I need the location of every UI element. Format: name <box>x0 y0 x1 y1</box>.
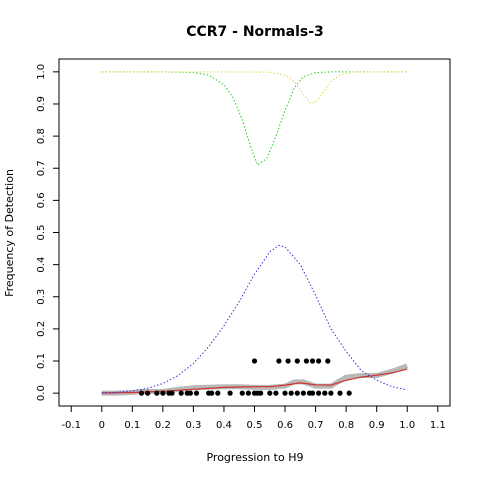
x-tick-label: 0.1 <box>124 420 140 431</box>
x-tick-label: 0.6 <box>277 420 293 431</box>
data-point <box>282 390 288 396</box>
data-point <box>325 358 331 364</box>
y-tick-label: 0.7 <box>36 160 47 176</box>
data-point <box>316 358 322 364</box>
data-point <box>337 390 343 396</box>
data-point <box>245 390 251 396</box>
data-point <box>227 390 233 396</box>
x-tick-label: 0 <box>99 420 105 431</box>
data-point <box>346 390 352 396</box>
x-tick-label: 0.8 <box>338 420 354 431</box>
x-tick-label: 0.2 <box>155 420 171 431</box>
chart-title: CCR7 - Normals-3 <box>186 24 324 40</box>
x-tick-label: 1.0 <box>399 420 415 431</box>
data-point <box>303 358 309 364</box>
y-tick-label: 0.5 <box>36 225 47 241</box>
x-axis-label: Progression to H9 <box>206 451 303 464</box>
data-point <box>300 390 306 396</box>
data-point <box>193 390 200 396</box>
x-tick-label: 0.5 <box>247 420 263 431</box>
y-tick-label: 0.9 <box>36 96 47 112</box>
y-tick-label: 0.2 <box>36 321 47 337</box>
y-axis: 0.0 0.1 0.2 0.3 0.4 0.5 0.6 0.7 0.8 0.9 1.0 <box>36 64 59 401</box>
data-point <box>294 358 300 364</box>
y-tick-label: 0.4 <box>36 257 47 273</box>
data-point <box>273 390 279 396</box>
data-point <box>288 390 294 396</box>
y-axis-label: Frequency of Detection <box>3 169 16 297</box>
data-point <box>209 390 215 396</box>
x-tick-label: 0.4 <box>216 420 232 431</box>
y-tick-label: 0.1 <box>36 353 47 369</box>
data-point <box>239 390 245 396</box>
data-point <box>309 390 316 396</box>
y-tick-label: 0.0 <box>36 385 47 401</box>
x-tick-label: 0.7 <box>308 420 324 431</box>
series-dotted-curve <box>101 71 408 166</box>
x-tick-label: -0.1 <box>61 420 81 431</box>
data-point <box>251 358 258 364</box>
data-point <box>154 390 160 396</box>
data-point <box>322 390 328 396</box>
data-point <box>160 390 166 396</box>
series-dotted-curve <box>101 244 408 394</box>
data-point <box>258 390 264 396</box>
series-dotted-curve <box>101 71 408 103</box>
y-tick-label: 0.6 <box>36 192 47 208</box>
x-tick-label: 1.1 <box>430 420 446 431</box>
data-point <box>328 390 334 396</box>
data-point <box>145 390 151 396</box>
y-tick-label: 0.3 <box>36 289 47 305</box>
y-tick-label: 0.8 <box>36 128 47 144</box>
data-point <box>215 390 221 396</box>
data-point <box>267 390 273 396</box>
data-point <box>138 390 145 396</box>
data-point <box>178 390 184 396</box>
data-point <box>294 390 300 396</box>
data-point <box>187 390 193 396</box>
data-point <box>285 358 291 364</box>
data-point <box>169 390 175 396</box>
x-tick-label: 0.9 <box>369 420 385 431</box>
data-point <box>309 358 316 364</box>
x-axis: -0.1 0 0.1 0.2 0.3 0.4 0.5 0.6 0.7 0.8 0.9 1.0 1.1 <box>61 406 446 431</box>
data-point <box>276 358 282 364</box>
y-tick-label: 1.0 <box>36 64 47 80</box>
data-point <box>316 390 322 396</box>
x-tick-label: 0.3 <box>185 420 201 431</box>
series-layer <box>101 71 409 396</box>
